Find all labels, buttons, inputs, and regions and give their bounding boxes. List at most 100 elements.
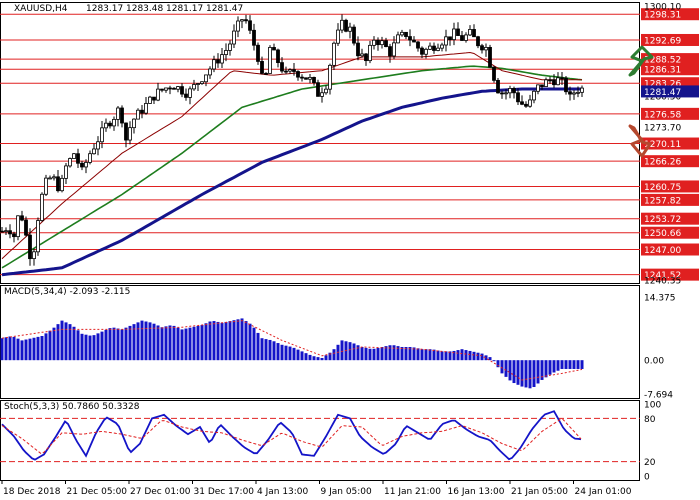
candle-body <box>412 39 416 43</box>
brown-down-arrow-icon <box>628 124 652 158</box>
macd-bar <box>60 320 64 361</box>
candle-body <box>92 148 96 155</box>
macd-bar <box>152 323 156 361</box>
candle-body <box>404 31 408 37</box>
macd-bar <box>160 327 164 361</box>
macd-bar <box>184 328 188 361</box>
macd-bar <box>104 329 108 361</box>
candle-body <box>236 20 240 32</box>
candle-body <box>228 43 232 51</box>
candle-body <box>464 34 468 41</box>
axes: 1300.101280.501273.701240.351281.4714.37… <box>1 3 699 497</box>
candle-body <box>552 79 556 86</box>
macd-bar <box>156 325 160 361</box>
macd-bar <box>456 350 460 361</box>
header-low: 1281.17 <box>166 4 203 14</box>
macd-y-tick: 14.375 <box>644 294 676 304</box>
macd-bar <box>120 329 124 361</box>
macd-bar <box>216 321 220 361</box>
price-y-tick: 1300.10 <box>644 3 681 13</box>
macd-bar <box>516 360 520 385</box>
macd-bar <box>220 322 224 361</box>
candle-body <box>12 233 16 238</box>
candle-body <box>288 69 292 72</box>
macd-bar <box>68 324 72 361</box>
macd-bar <box>568 360 572 369</box>
level-label: 1292.69 <box>644 36 681 46</box>
macd-bar <box>320 357 324 361</box>
candle-body <box>504 92 508 95</box>
macd-bar <box>312 356 316 361</box>
level-label: 1298.31 <box>644 11 681 21</box>
stoch-main-line <box>1 410 582 461</box>
level-label: 1270.11 <box>644 140 681 150</box>
candle-body <box>0 230 4 233</box>
macd-signal-line <box>1 320 583 381</box>
macd-bar <box>40 336 44 361</box>
candle-body <box>536 84 540 92</box>
candle-body <box>296 71 300 78</box>
level-label: 1266.26 <box>644 158 681 168</box>
macd-bar <box>476 352 480 361</box>
macd-bar <box>32 337 36 361</box>
level-label-bg <box>641 226 699 239</box>
candle-body <box>396 34 400 44</box>
macd-bar <box>24 339 28 361</box>
level-label-bg <box>641 8 699 21</box>
candle-body <box>164 87 168 91</box>
candle-body <box>472 29 476 38</box>
macd-bar <box>144 321 148 361</box>
level-label-bg <box>641 107 699 120</box>
candle-body <box>444 36 448 46</box>
candle-body <box>268 47 272 74</box>
macd-bar <box>264 339 268 361</box>
macd-bar <box>340 340 344 361</box>
candle-body <box>200 81 204 84</box>
level-label-bg <box>641 268 699 281</box>
macd-y-tick: -7.694 <box>644 391 673 401</box>
candle-body <box>108 122 112 127</box>
candle-body <box>40 193 44 221</box>
macd-bar <box>64 322 68 361</box>
candle-body <box>428 45 432 50</box>
candle-body <box>548 79 552 82</box>
stoch-y-tick: 20 <box>644 458 656 468</box>
header-symbol: XAUUSD,H4 <box>14 4 68 14</box>
candle-body <box>152 96 156 101</box>
candle-body <box>384 40 388 48</box>
header-high: 1283.48 <box>126 4 163 14</box>
macd-bar <box>96 333 100 361</box>
macd-bar <box>440 351 444 361</box>
candle-body <box>124 122 128 141</box>
candle-body <box>28 234 32 260</box>
macd-bar <box>408 346 412 361</box>
macd-bar <box>12 336 16 361</box>
level-label-bg <box>641 137 699 150</box>
stoch-y-tick: 80 <box>644 415 656 425</box>
macd-bar <box>268 339 272 361</box>
candle-body <box>372 39 376 46</box>
macd-bar <box>20 340 24 361</box>
level-label: 1241.52 <box>644 271 681 281</box>
candle-body <box>540 84 544 87</box>
macd-bar <box>176 327 180 361</box>
macd-bar <box>232 320 236 361</box>
x-tick-label: 9 Jan 05:00 <box>321 487 373 497</box>
macd-bar <box>324 355 328 361</box>
macd-bar <box>412 347 416 361</box>
macd-bar <box>284 345 288 361</box>
macd-bar <box>236 319 240 361</box>
candle-body <box>452 28 456 41</box>
candle-body <box>144 103 148 114</box>
candle-body <box>308 76 312 80</box>
macd-bar <box>508 360 512 381</box>
candle-body <box>168 87 172 90</box>
candle-body <box>208 68 212 76</box>
macd-bar <box>548 360 552 375</box>
candle-body <box>280 62 284 72</box>
macd-bar <box>164 326 168 361</box>
macd-bar <box>500 360 504 374</box>
x-tick-label: 27 Dec 01:00 <box>130 487 191 497</box>
candle-body <box>480 45 484 51</box>
